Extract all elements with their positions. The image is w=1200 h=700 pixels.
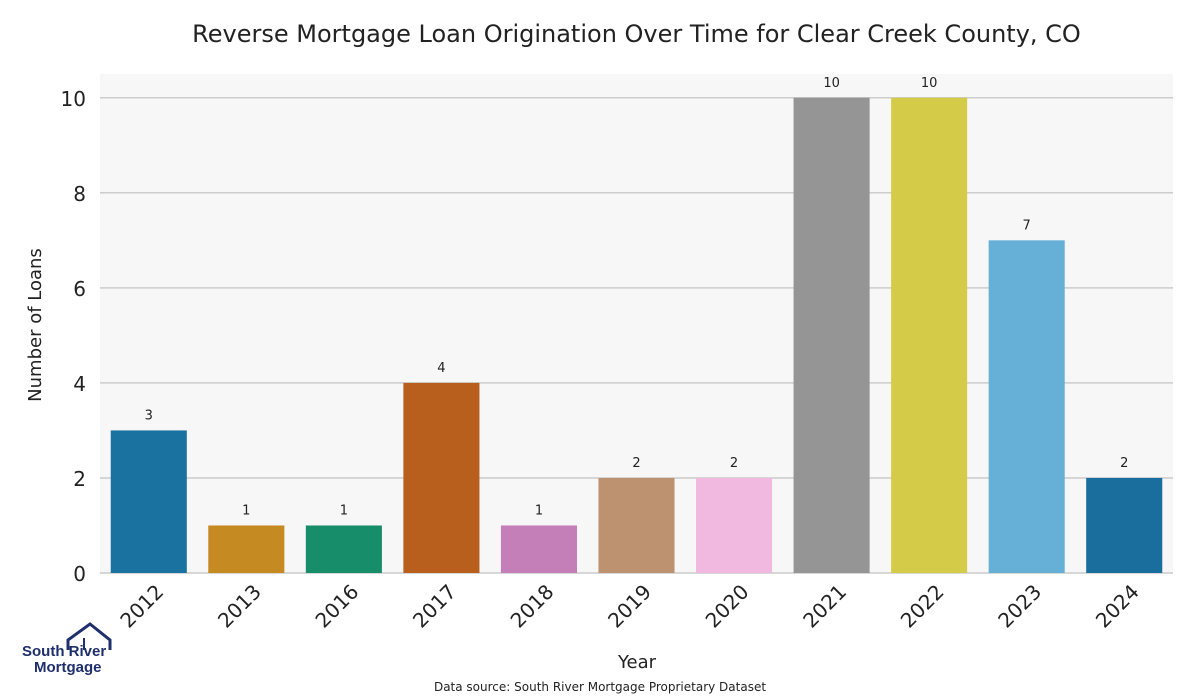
data-label-2016: 1 (340, 503, 348, 518)
x-tick-label-2020: 2020 (701, 580, 754, 633)
x-tick-label-2013: 2013 (213, 580, 266, 633)
y-axis-label: Number of Loans (25, 248, 46, 402)
bar-2019 (598, 477, 675, 573)
x-axis-label: Year (617, 652, 657, 673)
logo-line-2: Mortgage (34, 659, 102, 676)
y-tick-label: 10 (61, 87, 86, 111)
data-labels: 3 1 1 4 1 2 2 10 10 7 2 (145, 76, 1129, 519)
bar-2016 (305, 525, 382, 573)
data-label-2023: 7 (1023, 218, 1031, 233)
data-label-2018: 1 (535, 503, 543, 518)
bar-2013 (208, 525, 285, 573)
x-tick-label-2012: 2012 (115, 580, 168, 633)
x-axis-ticks: 2012 2013 2016 2017 2018 2019 2020 2021 2022 2023… (115, 580, 1143, 633)
bar-2022 (891, 97, 968, 573)
y-tick-label: 0 (73, 562, 86, 586)
y-axis-ticks: 0 2 4 6 8 10 (61, 87, 86, 586)
data-label-2017: 4 (437, 361, 445, 376)
bar-2023 (988, 240, 1065, 574)
house-roof-icon (66, 622, 112, 650)
data-label-2022: 10 (921, 76, 938, 91)
x-tick-label-2018: 2018 (506, 580, 559, 633)
bars (110, 97, 1163, 574)
data-source-note: Data source: South River Mortgage Propri… (433, 680, 767, 694)
bar-2020 (696, 477, 773, 573)
bar-2024 (1086, 477, 1163, 573)
company-logo: South River Mortgage (20, 622, 116, 682)
x-tick-label-2016: 2016 (310, 580, 363, 633)
logo-line-1: South River (22, 643, 107, 660)
chart-title: Reverse Mortgage Loan Origination Over T… (192, 20, 1081, 48)
data-label-2020: 2 (730, 456, 738, 471)
x-tick-label-2024: 2024 (1091, 580, 1144, 633)
bar-2017 (403, 382, 480, 573)
x-tick-label-2022: 2022 (896, 580, 949, 633)
y-tick-label: 2 (73, 467, 86, 491)
bar-2018 (500, 525, 577, 573)
data-label-2021: 10 (823, 76, 840, 91)
data-label-2013: 1 (242, 503, 250, 518)
y-tick-label: 4 (73, 372, 86, 396)
data-label-2024: 2 (1120, 456, 1128, 471)
x-tick-label-2023: 2023 (993, 580, 1046, 633)
x-tick-label-2017: 2017 (408, 580, 461, 633)
data-label-2019: 2 (632, 456, 640, 471)
x-tick-label-2019: 2019 (603, 580, 656, 633)
data-label-2012: 3 (145, 408, 153, 423)
y-tick-label: 8 (73, 182, 86, 206)
y-tick-label: 6 (73, 277, 86, 301)
bar-2012 (110, 430, 187, 573)
bar-2021 (793, 97, 870, 573)
x-tick-label-2021: 2021 (798, 580, 851, 633)
